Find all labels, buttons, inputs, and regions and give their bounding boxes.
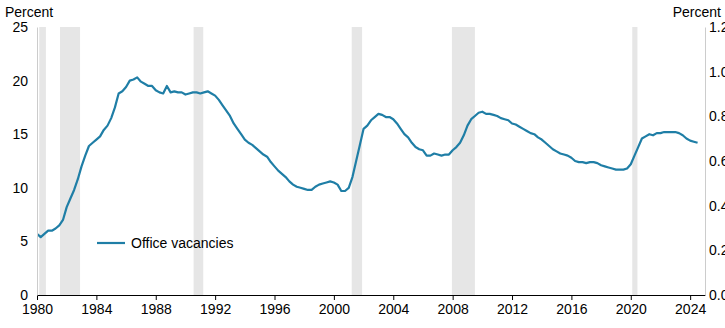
y2-tick: 0.8	[705, 108, 725, 124]
y2-tick: 1.2	[705, 19, 725, 35]
x-tick: 2000	[319, 295, 350, 317]
x-tick-mark	[96, 295, 97, 300]
x-tick-mark	[571, 295, 572, 300]
x-axis: 1980 1984 1988 1992 1996 2000 2004 2008 2012 2016…	[22, 295, 707, 317]
y2-tick: 0.4	[705, 198, 725, 214]
x-tick: 1988	[141, 295, 172, 317]
y2-tick-label: 0.6	[709, 153, 725, 169]
y2-axis-title: Percent	[673, 4, 721, 20]
plot-area: 1980 1984 1988 1992 1996 2000 2004 2008 2012 2016…	[12, 19, 725, 317]
y-tick-label: 25	[12, 19, 28, 35]
x-tick: 2016	[556, 295, 587, 317]
chart-svg: 1980 1984 1988 1992 1996 2000 2004 2008 2012 2016…	[0, 0, 725, 328]
x-tick-mark	[37, 295, 38, 300]
x-tick-mark	[453, 295, 454, 300]
y2-tick: 0.0	[705, 287, 725, 303]
shaded-period	[60, 27, 80, 295]
x-tick-label: 1996	[259, 301, 290, 317]
y2-tick-label: 0.8	[709, 108, 725, 124]
x-tick: 2012	[497, 295, 528, 317]
y-axis-title: Percent	[5, 4, 53, 20]
y2-axis-line	[705, 28, 706, 296]
x-tick-mark	[690, 295, 691, 300]
y2-tick-label: 1.2	[709, 19, 725, 35]
legend-label: Office vacancies	[131, 235, 233, 251]
series-line	[37, 77, 698, 237]
y-tick-label: 15	[12, 126, 28, 142]
data-layer	[37, 27, 698, 295]
x-tick: 2020	[616, 295, 647, 317]
x-tick-mark	[156, 295, 157, 300]
x-tick-label: 2004	[378, 301, 409, 317]
x-tick-label: 2000	[319, 301, 350, 317]
y-tick: 0	[20, 287, 37, 303]
y2-tick: 1.0	[705, 64, 725, 80]
x-tick-label: 2008	[438, 301, 469, 317]
x-tick-label: 2020	[616, 301, 647, 317]
x-tick-mark	[275, 295, 276, 300]
y2-tick-label: 0.2	[709, 242, 725, 258]
legend-item: Office vacancies	[97, 235, 233, 251]
y2-tick-label: 1.0	[709, 64, 725, 80]
x-tick-label: 2012	[497, 301, 528, 317]
x-tick-label: 1988	[141, 301, 172, 317]
y2-tick-label: 0.4	[709, 198, 725, 214]
shaded-period	[452, 27, 475, 295]
x-tick: 2008	[438, 295, 469, 317]
y2-tick: 0.6	[705, 153, 725, 169]
x-tick-mark	[215, 295, 216, 300]
shaded-period	[39, 27, 46, 295]
y-tick: 15	[12, 126, 37, 142]
y-axis: 0 5 10 15 20 25	[12, 19, 37, 303]
y-axis-line	[37, 28, 38, 296]
y2-tick: 0.2	[705, 242, 725, 258]
y2-axis: 0.0 0.2 0.4 0.6 0.8 1.0 1.2	[705, 19, 725, 303]
legend-swatch	[97, 242, 125, 244]
x-axis-line	[38, 295, 706, 296]
x-tick: 1996	[259, 295, 290, 317]
x-tick-label: 1984	[81, 301, 112, 317]
y-tick: 20	[12, 73, 37, 89]
x-tick-label: 1992	[200, 301, 231, 317]
x-tick-label: 2016	[556, 301, 587, 317]
y-tick: 25	[12, 19, 37, 35]
chart-container: 1980 1984 1988 1992 1996 2000 2004 2008 2012 2016…	[0, 0, 725, 328]
x-tick: 2024	[675, 295, 706, 317]
x-tick: 2004	[378, 295, 409, 317]
y-tick-label: 0	[20, 287, 28, 303]
shaded-period	[194, 27, 204, 295]
legend: Office vacancies	[97, 235, 233, 251]
x-tick-label: 1980	[22, 301, 53, 317]
x-tick: 1984	[81, 295, 112, 317]
x-tick-mark	[631, 295, 632, 300]
y-tick-label: 5	[20, 233, 28, 249]
x-tick-mark	[512, 295, 513, 300]
y-tick: 5	[20, 233, 37, 249]
x-tick-mark	[393, 295, 394, 300]
x-tick-mark	[334, 295, 335, 300]
x-tick-label: 2024	[675, 301, 706, 317]
y-tick: 10	[12, 180, 37, 196]
x-tick: 1992	[200, 295, 231, 317]
y-tick-label: 10	[12, 180, 28, 196]
y2-tick-label: 0.0	[709, 287, 725, 303]
y-tick-label: 20	[12, 73, 28, 89]
